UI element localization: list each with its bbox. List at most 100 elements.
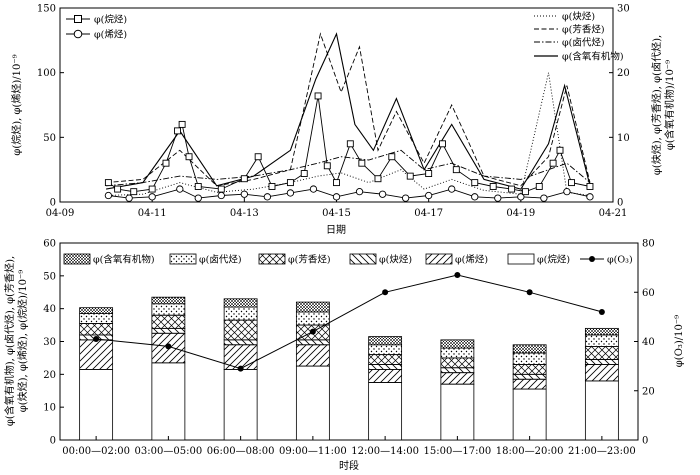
bar-segment-1 bbox=[368, 369, 403, 383]
top-y2-axis-label-line2: φ(含氧有机物)/10⁻⁹ bbox=[663, 60, 676, 150]
alkene-point bbox=[355, 188, 364, 196]
legend-label-alkene-bar: φ(烯烃) bbox=[455, 254, 488, 266]
bar-segment-5 bbox=[440, 339, 475, 349]
bar-segment-4 bbox=[295, 311, 330, 326]
bottom-y-tick-label: 0 bbox=[50, 436, 56, 447]
top-y2-tick-label: 10 bbox=[617, 133, 630, 144]
alkane-point bbox=[217, 185, 225, 193]
alkene-point bbox=[104, 191, 113, 200]
alkane-point bbox=[185, 153, 193, 161]
alkene-point bbox=[286, 189, 295, 197]
alkane-point bbox=[508, 185, 516, 193]
top-y-tick-label: 50 bbox=[43, 133, 56, 144]
ozone-point bbox=[165, 343, 172, 350]
bar-segment-2 bbox=[295, 339, 330, 346]
top-x-tick-label: 04-19 bbox=[506, 208, 535, 219]
bar-segment-1 bbox=[584, 364, 619, 382]
alkene-point bbox=[332, 193, 341, 201]
alkane-point bbox=[268, 183, 276, 190]
bottom-x-tick-label: 15:00—17:00 bbox=[424, 446, 492, 457]
top-x-axis-label: 日期 bbox=[326, 224, 346, 236]
bottom-y-tick-label: 40 bbox=[43, 304, 56, 315]
bottom-y2-tick-label: 0 bbox=[642, 436, 648, 447]
bar-segment-1 bbox=[512, 378, 547, 390]
alkane-point bbox=[314, 92, 322, 100]
alkene-point bbox=[494, 194, 502, 202]
legend-item-halocarbon: φ(卤代烃) bbox=[534, 37, 605, 49]
top-right-axis: 0 10 20 30 bbox=[609, 4, 630, 209]
ozone-point bbox=[309, 328, 316, 335]
alkene-point bbox=[401, 194, 410, 202]
alkane-point bbox=[388, 153, 396, 161]
legend-label-ovoc: φ(含氧有机物) bbox=[562, 51, 624, 63]
bottom-stacked-bar-chart: 0 10 20 30 40 50 60 0 20 40 60 80 00:00—02:00 03:00… bbox=[3, 239, 685, 473]
alkane-point bbox=[452, 166, 460, 174]
legend-label-ozone: φ(O₃) bbox=[607, 255, 633, 266]
top-x-tick-label: 04-11 bbox=[138, 208, 167, 219]
bottom-x-axis: 00:00—02:00 03:00—05:00 06:00—08:00 09:00—1… bbox=[62, 436, 636, 457]
legend-item-ozone: φ(O₃) bbox=[580, 255, 633, 266]
alkane-point bbox=[194, 183, 202, 190]
alkane-point bbox=[439, 140, 446, 148]
bar-segment-5 bbox=[79, 307, 114, 314]
top-x-tick-label: 04-13 bbox=[230, 208, 259, 219]
alkane-point bbox=[174, 127, 181, 135]
bar-segment-0 bbox=[79, 369, 114, 441]
bar-segment-3 bbox=[512, 364, 547, 375]
bar-segment-5 bbox=[368, 336, 403, 346]
bottom-y-tick-label: 10 bbox=[43, 403, 56, 414]
legend-label-alkyne-bar: φ(炔烃) bbox=[379, 254, 412, 266]
bar-segment-5 bbox=[584, 327, 619, 336]
bottom-x-tick-label: 00:00—02:00 bbox=[62, 446, 130, 457]
bar-segment-0 bbox=[512, 388, 547, 441]
alkane-point bbox=[568, 179, 575, 187]
alkane-point bbox=[425, 170, 433, 177]
ozone-point bbox=[93, 336, 100, 343]
alkane-point bbox=[240, 175, 248, 183]
legend-item-halocarbon-bar: φ(卤代烃) bbox=[169, 254, 242, 266]
bar-segment-0 bbox=[368, 382, 403, 441]
legend-label-alkyne: φ(炔烃) bbox=[562, 11, 595, 23]
legend-item-alkane: φ(烷烃) bbox=[66, 14, 127, 26]
alkene-point bbox=[563, 188, 571, 196]
alkene-point bbox=[194, 194, 202, 202]
legend-label-halocarbon: φ(卤代烃) bbox=[562, 37, 605, 49]
alkane-point bbox=[406, 172, 414, 180]
bar-segment-5 bbox=[512, 344, 547, 354]
alkene-point bbox=[125, 194, 133, 202]
bar-segment-5 bbox=[223, 298, 258, 308]
bar-segment-0 bbox=[151, 362, 186, 441]
bar-segment-0 bbox=[223, 369, 258, 441]
top-y-axis-label: φ(烷烃), φ(烯烃)/10⁻⁹ bbox=[10, 54, 23, 155]
bottom-y-axis-label-line1: φ(含氧有机物), φ(卤代烃), φ(芳香烃), bbox=[3, 256, 16, 426]
alkane-point bbox=[549, 159, 557, 167]
alkene-point bbox=[540, 194, 548, 202]
bottom-y-tick-label: 20 bbox=[43, 370, 56, 381]
bottom-x-tick-label: 09:00—11:00 bbox=[279, 446, 347, 457]
alkane-point bbox=[521, 188, 529, 196]
ozone-point bbox=[237, 365, 244, 372]
top-y2-tick-label: 30 bbox=[617, 4, 630, 15]
bottom-y2-axis-label: φ(O₃)/10⁻⁹ bbox=[674, 315, 685, 367]
alkane-point bbox=[358, 159, 366, 167]
top-x-axis: 04-09 04-11 04-13 04-15 04-17 04-19 04-21 bbox=[46, 198, 627, 219]
top-y-tick-label: 150 bbox=[37, 4, 56, 15]
bar-segment-3 bbox=[79, 323, 114, 336]
bar-segment-4 bbox=[223, 306, 258, 321]
bar-segment-4 bbox=[79, 313, 114, 324]
alkene-point bbox=[517, 193, 525, 201]
top-x-tick-label: 04-17 bbox=[414, 208, 443, 219]
ozone-point bbox=[382, 289, 389, 296]
bar-segment-3 bbox=[584, 346, 619, 360]
bottom-y-tick-label: 50 bbox=[43, 271, 56, 282]
bar-segment-3 bbox=[223, 319, 258, 341]
bar-segment-2 bbox=[440, 367, 475, 374]
bottom-y2-tick-label: 60 bbox=[642, 288, 655, 299]
legend-item-alkyne-bar: φ(炔烃) bbox=[349, 254, 412, 266]
legend-label-alkane-bar: φ(烷烃) bbox=[537, 254, 570, 266]
alkene-point bbox=[425, 191, 433, 200]
alkane-point bbox=[178, 120, 186, 128]
ozone-point bbox=[526, 289, 533, 296]
alkane-point bbox=[489, 183, 497, 190]
